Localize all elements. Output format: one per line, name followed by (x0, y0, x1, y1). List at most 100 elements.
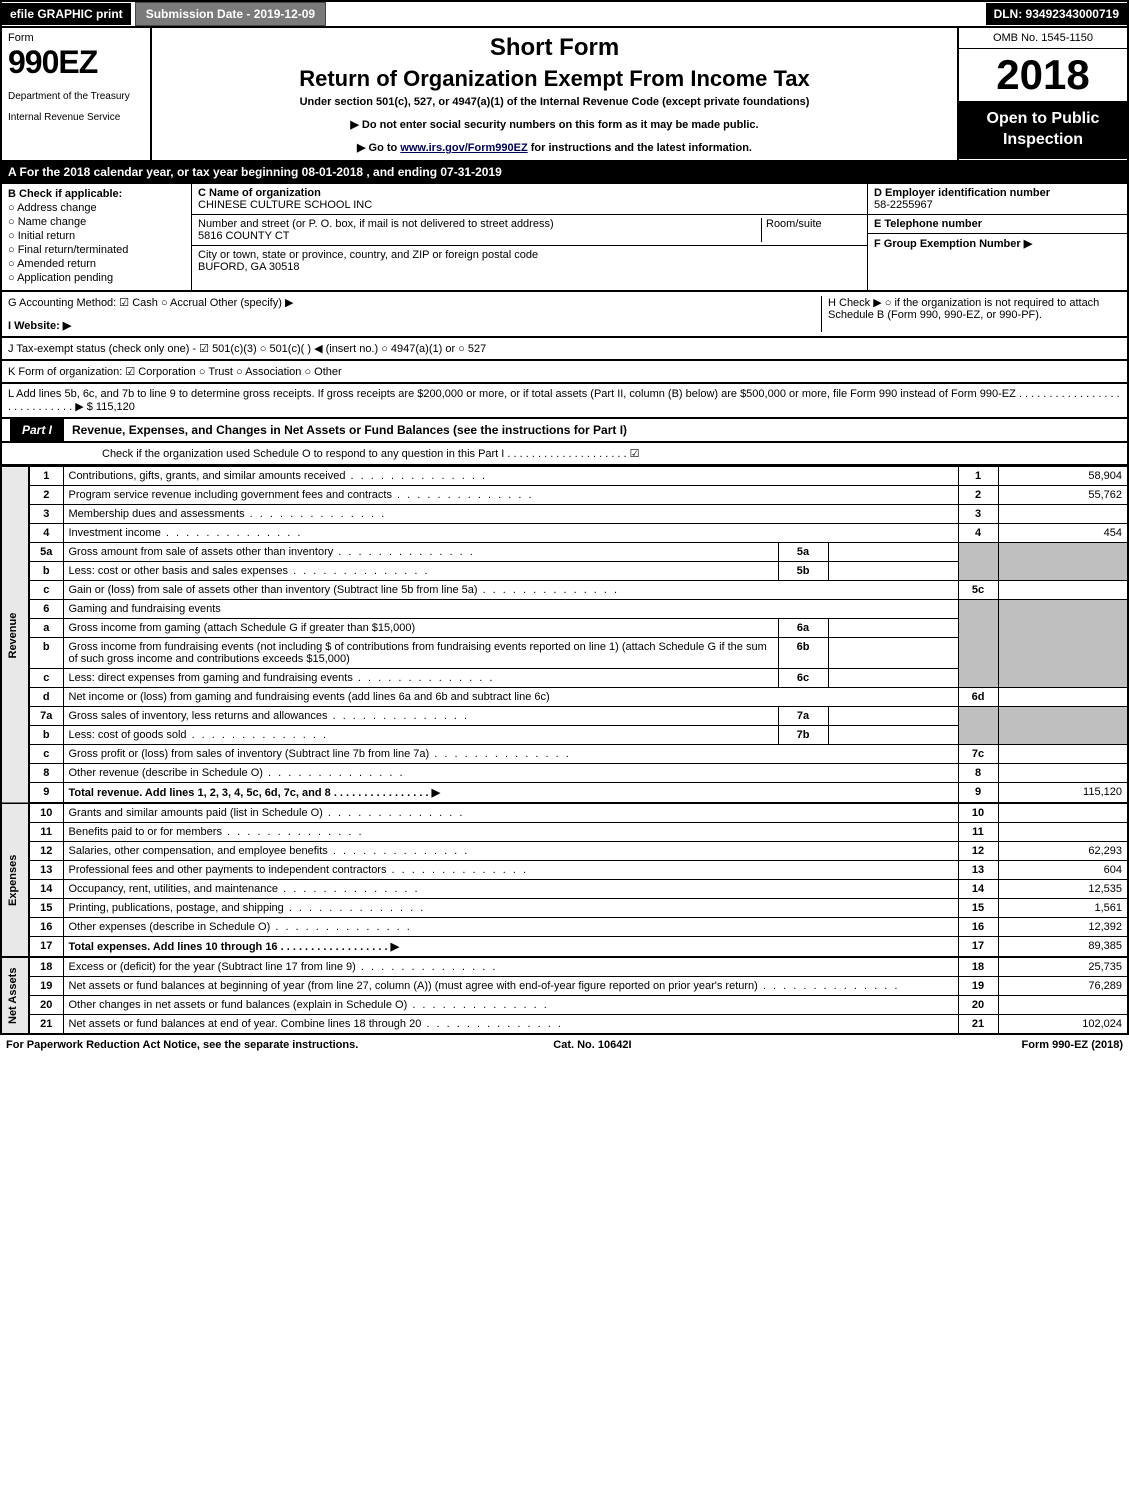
line-desc: Less: cost of goods sold (63, 726, 778, 745)
room-label: Room/suite (761, 218, 861, 242)
open-to-public: Open to Public Inspection (959, 101, 1127, 159)
table-row: c Gain or (loss) from sale of assets oth… (1, 581, 1128, 600)
line-num: c (29, 581, 63, 600)
shade-cell (958, 600, 998, 688)
sub-ref: 6a (778, 619, 828, 638)
table-row: Expenses 10 Grants and similar amounts p… (1, 803, 1128, 823)
line-ref: 8 (958, 764, 998, 783)
line-desc: Gross amount from sale of assets other t… (63, 543, 778, 562)
line-num: 19 (29, 977, 63, 996)
group-exemption-cell: F Group Exemption Number ▶ (868, 234, 1127, 253)
line-h: H Check ▶ ○ if the organization is not r… (821, 296, 1121, 332)
table-row: 9 Total revenue. Add lines 1, 2, 3, 4, 5… (1, 783, 1128, 804)
table-row: 5a Gross amount from sale of assets othe… (1, 543, 1128, 562)
line-num: 12 (29, 842, 63, 861)
line-desc: Membership dues and assessments (63, 505, 958, 524)
sub-ref: 5b (778, 562, 828, 581)
instr2-suffix: for instructions and the latest informat… (528, 142, 752, 154)
line-desc: Net assets or fund balances at beginning… (63, 977, 958, 996)
line-ref: 13 (958, 861, 998, 880)
form-label: Form (8, 32, 144, 44)
line-num: 10 (29, 803, 63, 823)
submission-button[interactable]: Submission Date - 2019-12-09 (135, 2, 326, 26)
short-form-title: Short Form (162, 34, 947, 62)
efile-label[interactable]: efile GRAPHIC print (2, 3, 131, 25)
line-num: b (29, 726, 63, 745)
line-ref: 18 (958, 957, 998, 977)
phone-cell: E Telephone number (868, 215, 1127, 234)
table-row: 20Other changes in net assets or fund ba… (1, 996, 1128, 1015)
line-num: b (29, 562, 63, 581)
f-label: F Group Exemption Number ▶ (874, 238, 1032, 250)
line-ref: 12 (958, 842, 998, 861)
page-footer: For Paperwork Reduction Act Notice, see … (0, 1035, 1129, 1055)
line-value: 62,293 (998, 842, 1128, 861)
line-value (998, 996, 1128, 1015)
line-ref: 5c (958, 581, 998, 600)
footer-right: Form 990-EZ (2018) (1022, 1039, 1123, 1051)
check-name[interactable]: Name change (8, 216, 185, 228)
check-final[interactable]: Final return/terminated (8, 244, 185, 256)
expenses-side-label: Expenses (1, 803, 29, 957)
line-value: 12,535 (998, 880, 1128, 899)
line-ref: 21 (958, 1015, 998, 1035)
line-desc: Less: cost or other basis and sales expe… (63, 562, 778, 581)
main-title: Return of Organization Exempt From Incom… (162, 66, 947, 92)
check-pending[interactable]: Application pending (8, 272, 185, 284)
org-info-block: B Check if applicable: Address change Na… (0, 184, 1129, 292)
part-1-check: Check if the organization used Schedule … (0, 443, 1129, 466)
shade-cell (958, 707, 998, 745)
sub-ref: 5a (778, 543, 828, 562)
line-num: c (29, 669, 63, 688)
line-desc: Total expenses. Add lines 10 through 16 … (63, 937, 958, 958)
check-address[interactable]: Address change (8, 202, 185, 214)
line-ref: 9 (958, 783, 998, 804)
org-details: C Name of organization CHINESE CULTURE S… (192, 184, 867, 290)
revenue-table: Revenue 1 Contributions, gifts, grants, … (0, 466, 1129, 1035)
check-initial[interactable]: Initial return (8, 230, 185, 242)
form-number-cell: Form 990EZ Department of the Treasury In… (2, 28, 152, 160)
city-label: City or town, state or province, country… (198, 249, 538, 261)
line-desc: Other revenue (describe in Schedule O) (63, 764, 958, 783)
line-desc: Other expenses (describe in Schedule O) (63, 918, 958, 937)
revenue-side-label: Revenue (1, 467, 29, 804)
line-desc: Gross income from fundraising events (no… (63, 638, 778, 669)
street-value: 5816 COUNTY CT (198, 230, 290, 242)
line-desc: Gaming and fundraising events (63, 600, 958, 619)
city-value: BUFORD, GA 30518 (198, 261, 300, 273)
table-row: 12Salaries, other compensation, and empl… (1, 842, 1128, 861)
line-value: 58,904 (998, 467, 1128, 486)
line-num: a (29, 619, 63, 638)
table-row: 14Occupancy, rent, utilities, and mainte… (1, 880, 1128, 899)
shade-cell (998, 707, 1128, 745)
city-cell: City or town, state or province, country… (192, 246, 867, 276)
table-row: c Gross profit or (loss) from sales of i… (1, 745, 1128, 764)
sub-ref: 6c (778, 669, 828, 688)
line-num: 5a (29, 543, 63, 562)
table-row: 6 Gaming and fundraising events (1, 600, 1128, 619)
line-desc: Investment income (63, 524, 958, 543)
line-g-h: G Accounting Method: ☑ Cash ○ Accrual Ot… (0, 292, 1129, 338)
line-value: 55,762 (998, 486, 1128, 505)
line-num: 2 (29, 486, 63, 505)
line-desc: Other changes in net assets or fund bala… (63, 996, 958, 1015)
title-cell: Short Form Return of Organization Exempt… (152, 28, 957, 160)
line-num: 16 (29, 918, 63, 937)
top-bar: efile GRAPHIC print Submission Date - 20… (0, 0, 1129, 28)
line-num: 7a (29, 707, 63, 726)
table-row: 21Net assets or fund balances at end of … (1, 1015, 1128, 1035)
line-num: 3 (29, 505, 63, 524)
irs-link[interactable]: www.irs.gov/Form990EZ (400, 142, 527, 154)
line-value (998, 764, 1128, 783)
line-num: 21 (29, 1015, 63, 1035)
line-ref: 14 (958, 880, 998, 899)
street-cell: Number and street (or P. O. box, if mail… (192, 215, 867, 246)
table-row: 4 Investment income 4 454 (1, 524, 1128, 543)
sub-ref: 7b (778, 726, 828, 745)
table-row: 8 Other revenue (describe in Schedule O)… (1, 764, 1128, 783)
check-amended[interactable]: Amended return (8, 258, 185, 270)
line-num: d (29, 688, 63, 707)
line-desc: Grants and similar amounts paid (list in… (63, 803, 958, 823)
line-desc: Total revenue. Add lines 1, 2, 3, 4, 5c,… (63, 783, 958, 804)
org-name: CHINESE CULTURE SCHOOL INC (198, 199, 372, 211)
